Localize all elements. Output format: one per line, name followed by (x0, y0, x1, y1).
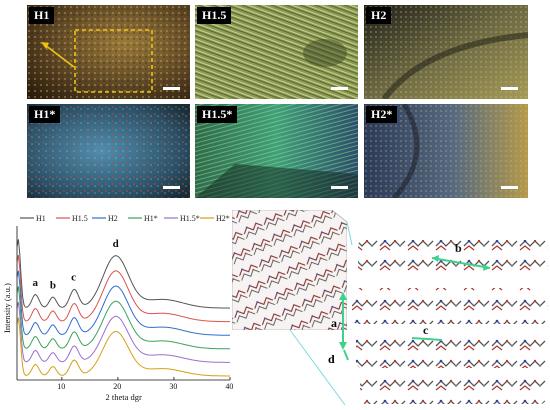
micrograph-h1: H1 (27, 5, 190, 99)
legend-label: H1.5 (72, 214, 88, 223)
legend-label: H1* (144, 214, 158, 223)
structure-label-b: b (455, 241, 462, 255)
arrow-head-icon (339, 342, 347, 350)
x-tick-label: 10 (57, 382, 65, 391)
b-vector-arrow (431, 257, 491, 269)
molecule-layer (358, 240, 548, 276)
arrow-head-icon (432, 255, 439, 262)
x-tick-label: 30 (169, 382, 177, 391)
scale-bar (501, 186, 518, 189)
series-line-H2 (16, 270, 230, 336)
peak-label: c (71, 272, 76, 284)
panel-label: H1 (29, 7, 55, 24)
chart-axes: 10 20 30 40 2 theta dgr Intensity (a.u.) (2, 226, 233, 402)
molecule-layer (352, 288, 548, 324)
crystal-packing-inset (232, 210, 347, 330)
xrd-chart: H1 H1.5 H2 H1* H1.5* H2* a b c d 10 20 30 40 2 theta… (2, 214, 233, 402)
structure-label-c: c (423, 323, 429, 337)
legend-label: H2 (108, 214, 118, 223)
panel-label: H2 (366, 7, 392, 24)
scale-bar (501, 87, 518, 90)
micrograph-h1-star-image (27, 104, 190, 198)
x-tick-label: 20 (113, 382, 121, 391)
chart-plot-area: a b c d (16, 238, 230, 377)
micrograph-h1-5-star: H1.5* (195, 104, 358, 198)
y-axis-title: Intensity (a.u.) (2, 283, 12, 333)
series-line-H1 (16, 239, 230, 309)
micrograph-h2-star: H2* (364, 104, 528, 198)
arrow-head-icon (483, 264, 490, 271)
c-vector-arrow (411, 337, 443, 341)
micrograph-h1-star: H1* (27, 104, 190, 198)
legend-label: H1 (36, 214, 46, 223)
arrow-head-icon (339, 292, 347, 300)
structure-label-a-text: a (331, 316, 337, 330)
micrograph-h1-5-image (195, 5, 358, 99)
molecule-layer (360, 374, 546, 404)
micrograph-h1-5: H1.5 (195, 5, 358, 99)
molecular-structure: b a c d (352, 240, 548, 404)
legend-label: H1.5* (180, 214, 200, 223)
arrow-head-icon (41, 42, 49, 49)
peak-label: d (113, 238, 119, 250)
structure-label-d-text: d (328, 352, 335, 366)
panel-label: H1.5* (197, 106, 238, 123)
x-axis-title: 2 theta dgr (106, 392, 143, 402)
series-line-H1-5 (16, 254, 230, 323)
peak-label: b (50, 279, 56, 291)
series-line-H1- (16, 286, 230, 350)
peak-label: a (32, 277, 38, 289)
chart-legend: H1 H1.5 H2 H1* H1.5* H2* (20, 214, 230, 223)
legend-label: H2* (216, 214, 230, 223)
scale-bar (331, 87, 348, 90)
x-tick-label: 40 (225, 382, 233, 391)
arrow-line (44, 44, 75, 68)
scale-bar (163, 87, 180, 90)
panel-label: H1* (29, 106, 61, 123)
panel-label: H1.5 (197, 7, 232, 24)
panel-label: H2* (366, 106, 398, 123)
series-line-H2- (16, 317, 230, 377)
micrograph-h2: H2 (364, 5, 528, 99)
scale-bar (331, 186, 348, 189)
scale-bar (163, 186, 180, 189)
selection-box (74, 29, 153, 93)
molecule-layer (356, 334, 546, 368)
series-line-H1-5- (16, 301, 230, 363)
